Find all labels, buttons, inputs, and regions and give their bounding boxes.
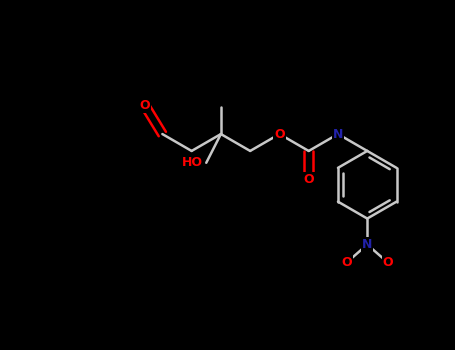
Text: O: O xyxy=(140,99,150,112)
Text: O: O xyxy=(341,256,352,269)
Text: N: N xyxy=(362,238,373,251)
Text: N: N xyxy=(333,127,343,141)
Text: HO: HO xyxy=(182,156,203,169)
Text: O: O xyxy=(274,127,285,141)
Text: O: O xyxy=(383,256,394,269)
Text: O: O xyxy=(303,173,314,186)
